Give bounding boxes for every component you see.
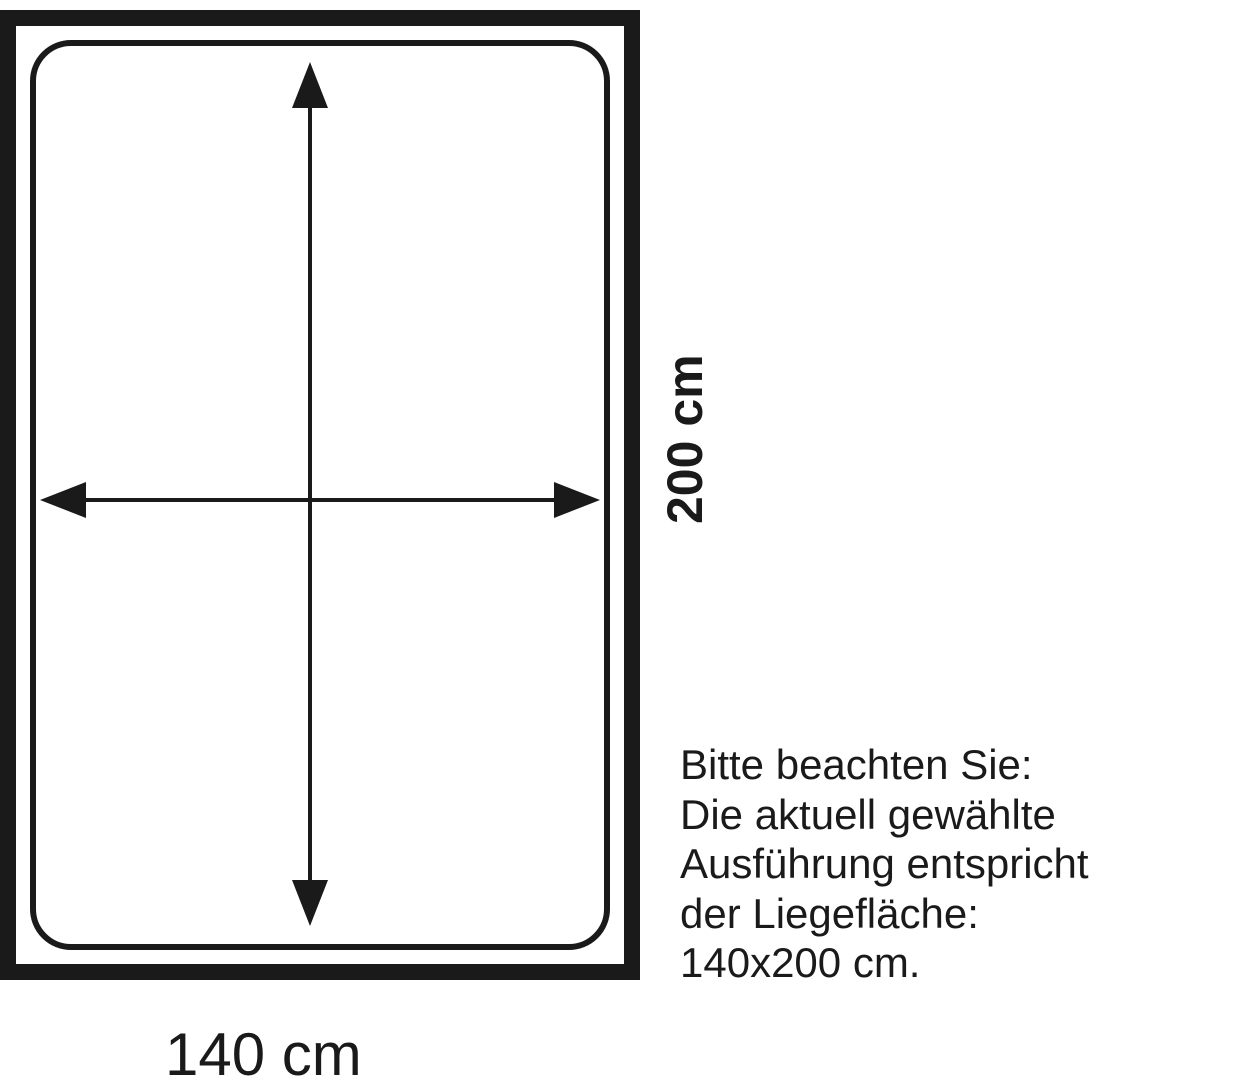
- dimension-diagram: [0, 0, 660, 1000]
- height-label: 200 cm: [656, 354, 714, 524]
- width-label: 140 cm: [165, 1020, 362, 1089]
- note-text: Bitte beachten Sie: Die aktuell gewählte…: [680, 740, 1089, 988]
